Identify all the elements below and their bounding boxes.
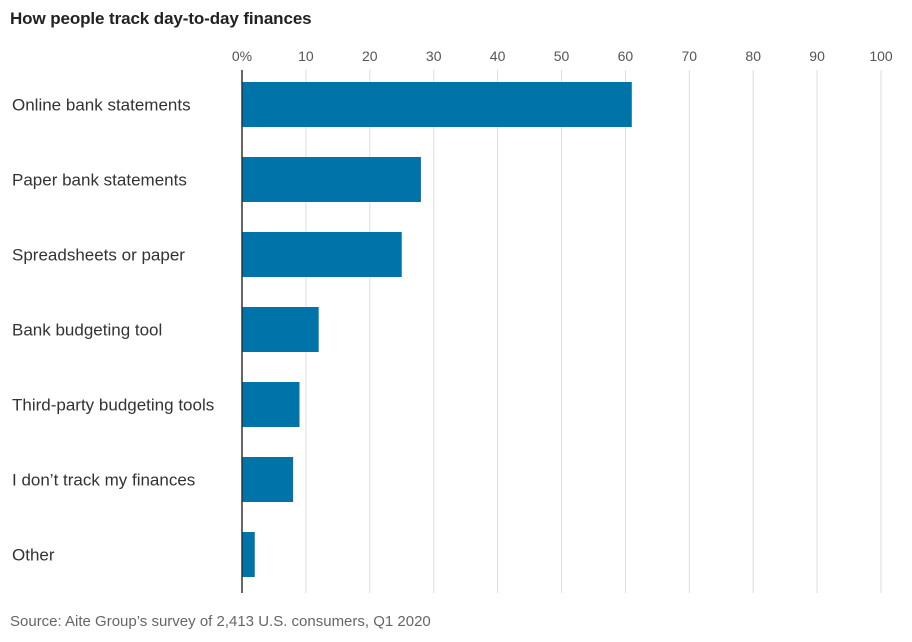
x-tick-label: 70: [682, 48, 698, 64]
bar: [242, 82, 632, 127]
category-label: Spreadsheets or paper: [12, 246, 185, 265]
x-tick-label: 60: [618, 48, 634, 64]
category-label: Bank budgeting tool: [12, 321, 162, 340]
x-tick-label: 20: [362, 48, 378, 64]
x-tick-label: 30: [426, 48, 442, 64]
bar: [242, 232, 402, 277]
source-note: Source: Aite Group’s survey of 2,413 U.S…: [10, 613, 431, 630]
x-tick-label: 10: [298, 48, 314, 64]
x-tick-label: 0%: [232, 48, 252, 64]
bar: [242, 457, 294, 502]
x-tick-label: 80: [745, 48, 761, 64]
x-tick-label: 90: [809, 48, 825, 64]
x-tick-label: 50: [554, 48, 570, 64]
category-label: Online bank statements: [12, 96, 191, 115]
category-label: Paper bank statements: [12, 171, 187, 190]
chart-title: How people track day-to-day finances: [10, 9, 312, 28]
x-tick-label: 100: [869, 48, 893, 64]
bar: [242, 157, 421, 202]
category-label: Other: [12, 546, 55, 565]
bar: [242, 382, 300, 427]
bar: [242, 532, 255, 577]
category-label: Third-party budgeting tools: [12, 396, 214, 415]
x-tick-label: 40: [490, 48, 506, 64]
category-label: I don’t track my finances: [12, 471, 195, 490]
bar: [242, 307, 319, 352]
